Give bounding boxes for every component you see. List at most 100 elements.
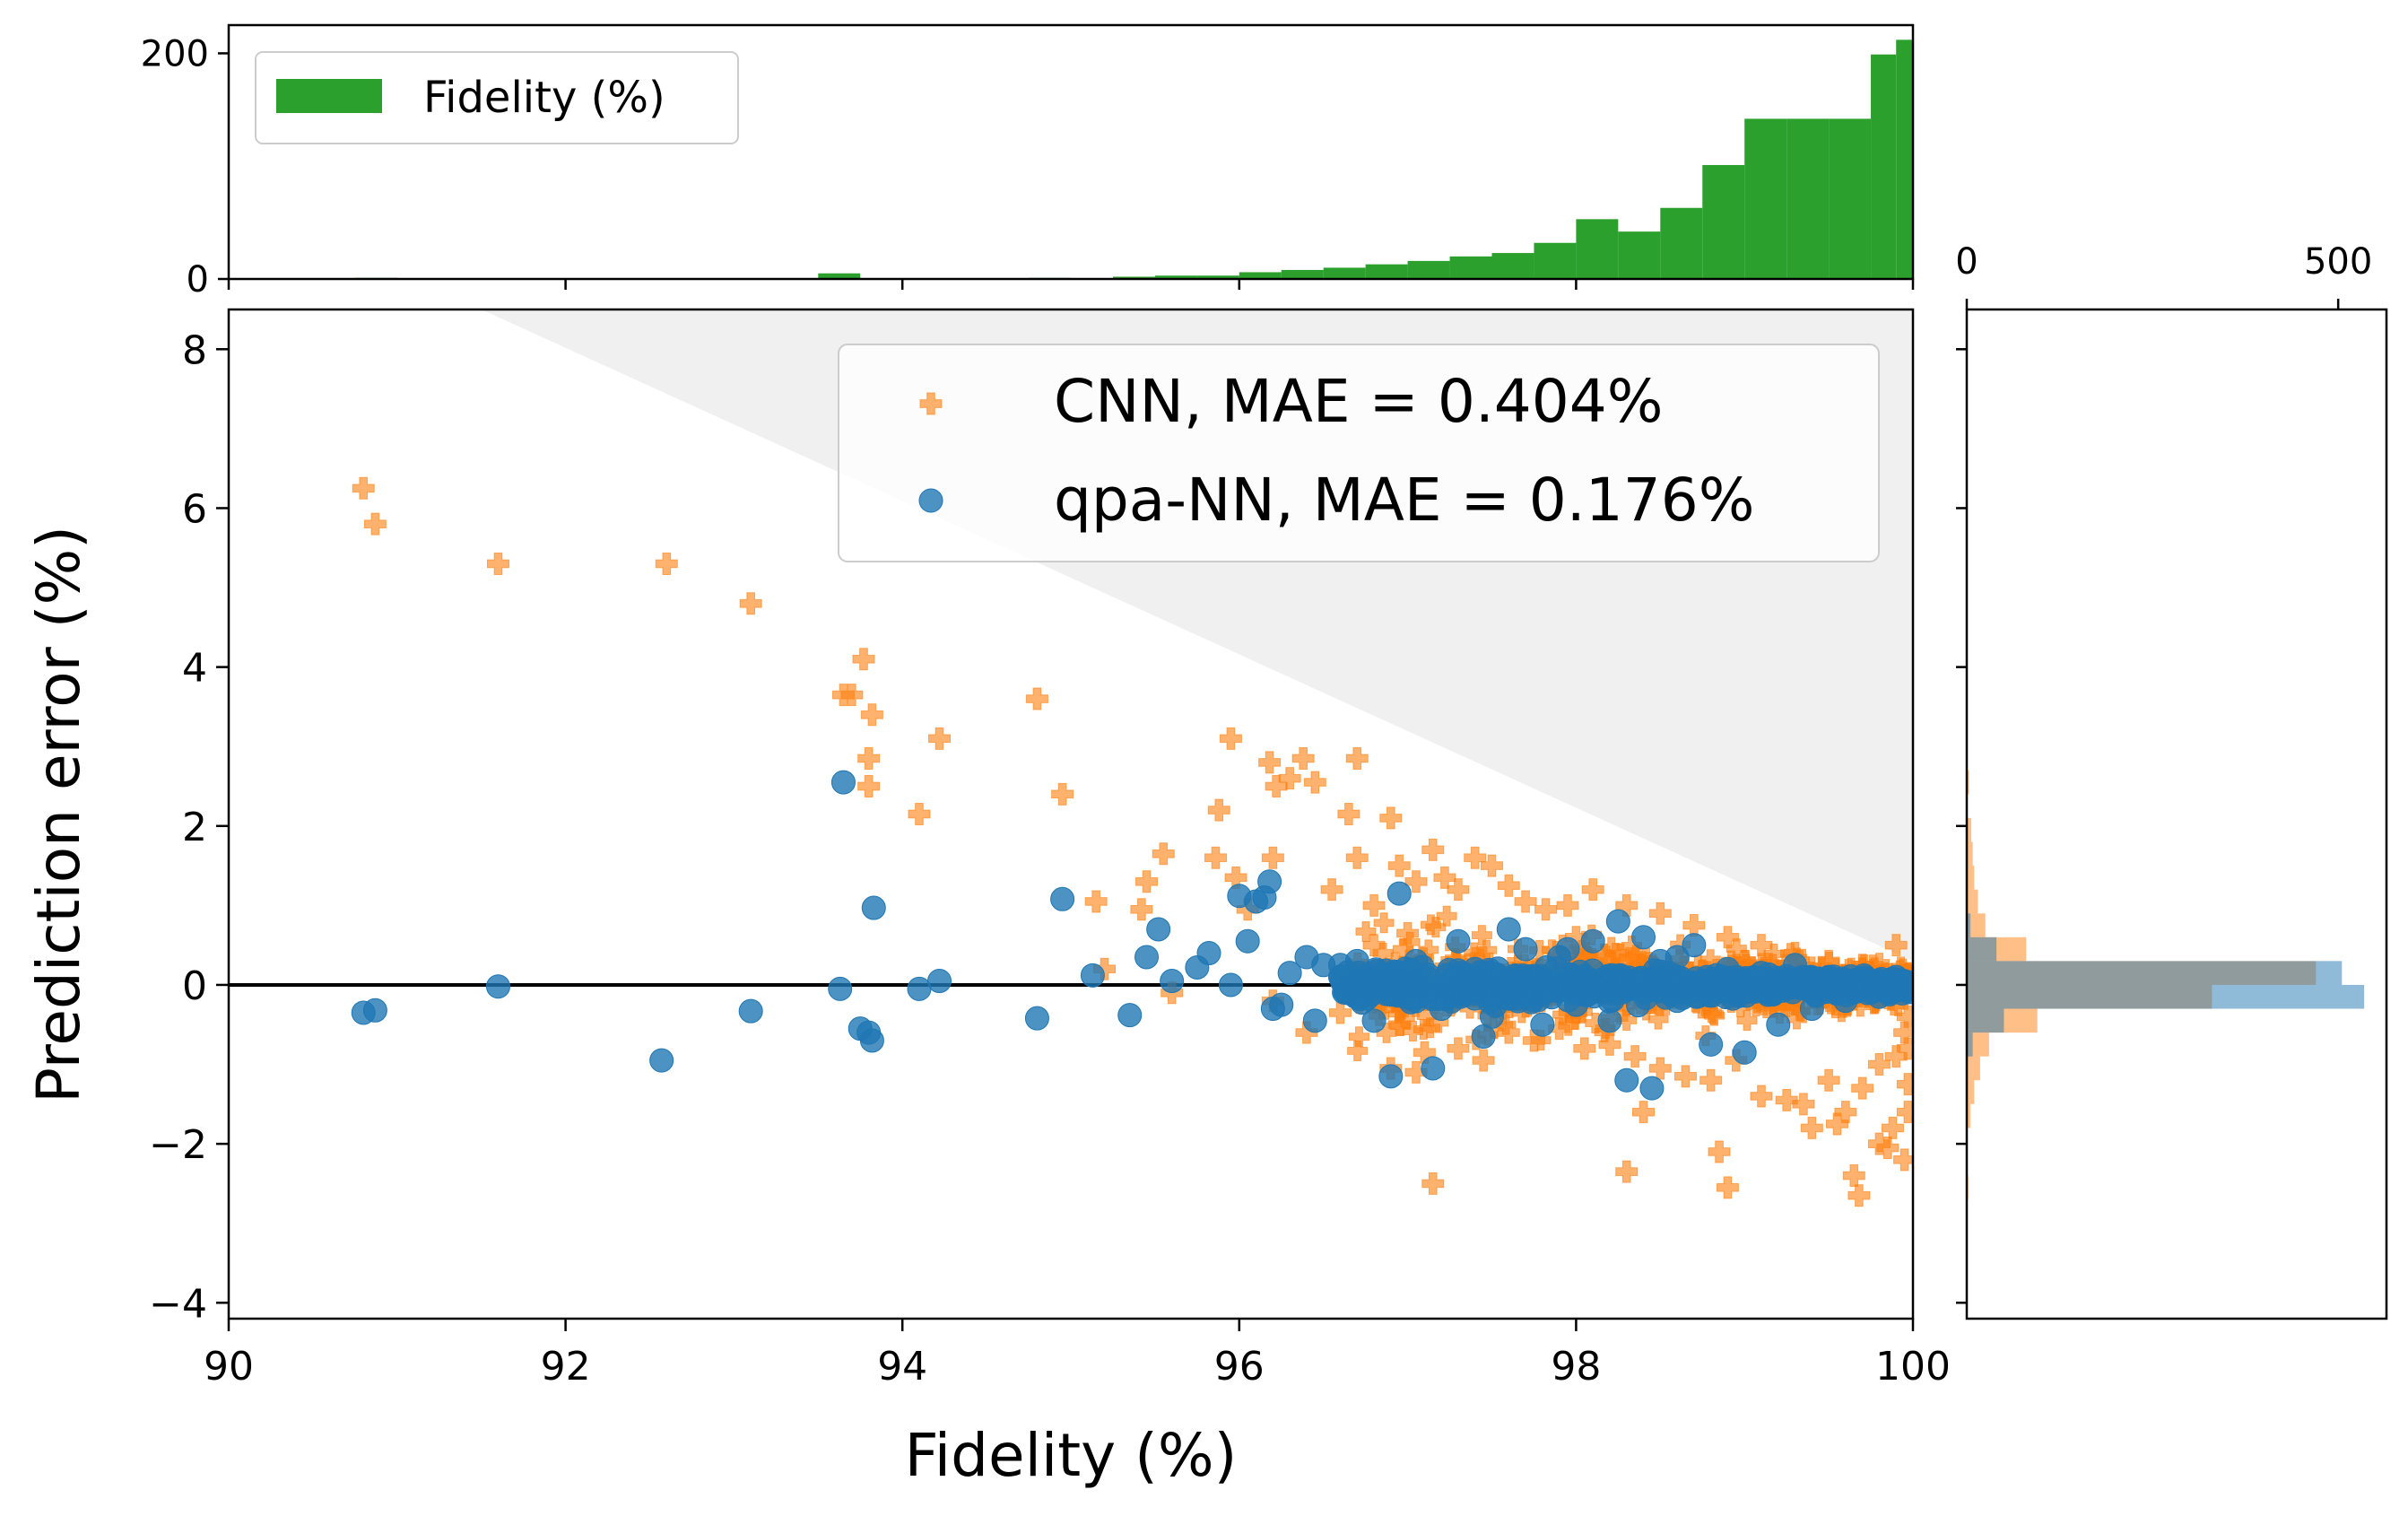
cnn-point xyxy=(840,684,864,707)
fidelity-histogram-bar xyxy=(1702,164,1745,279)
cnn-cluster-point xyxy=(1373,912,1395,934)
qpa-nn-error-bar xyxy=(1967,1008,2004,1033)
cnn-point xyxy=(1291,746,1315,770)
right-histogram-x-axis: 0 500 xyxy=(1955,241,2372,309)
right-x-tick-label: 500 xyxy=(2304,241,2372,283)
qpa-point xyxy=(1833,989,1858,1014)
cnn-point xyxy=(1896,1037,1913,1060)
cnn-point xyxy=(1447,1037,1470,1060)
top-histogram-frame xyxy=(227,23,1915,281)
cnn-cluster-point xyxy=(1420,914,1441,936)
main-scatter-panel: 90 92 94 96 98 100 −4 −2 0 2 4 6 8 Fidelity (%) Pre… xyxy=(24,308,1951,1490)
qpa-point xyxy=(1892,976,1913,1001)
cnn-point xyxy=(1345,846,1369,869)
qpa-point xyxy=(1327,953,1352,978)
cnn-point xyxy=(857,774,881,797)
fidelity-histogram-bar xyxy=(1365,264,1408,279)
cnn-point xyxy=(1615,1160,1639,1183)
cnn-point xyxy=(1682,914,1706,937)
qpa-nn-error-bar xyxy=(1967,961,2343,985)
cnn-cluster-point xyxy=(1558,1015,1579,1036)
cnn-point xyxy=(1207,798,1230,822)
qpa-point xyxy=(1530,1012,1555,1037)
qpa-point xyxy=(1580,928,1605,954)
qpa-point xyxy=(1196,941,1221,966)
qpa-nn-error-bar xyxy=(1967,984,2365,1009)
cnn-point xyxy=(1896,1101,1913,1124)
qpa-point xyxy=(1816,964,1841,989)
cnn-point xyxy=(1379,806,1403,830)
main-x-axis-title: Fidelity (%) xyxy=(905,1421,1238,1490)
qpa-cluster-point xyxy=(1684,972,1709,998)
cnn-point xyxy=(1881,1116,1904,1139)
qpa-point xyxy=(927,969,952,994)
cnn-point xyxy=(1025,687,1048,710)
qpa-point xyxy=(1614,1067,1639,1093)
cnn-point xyxy=(1219,727,1242,750)
qpa-point xyxy=(1699,1032,1724,1057)
qpa-point xyxy=(1682,933,1707,958)
y-tick-label: 4 xyxy=(182,646,207,692)
qpa-point xyxy=(362,998,387,1023)
cnn-point xyxy=(486,552,509,575)
cnn-point xyxy=(1421,1172,1445,1195)
cnn-point xyxy=(1261,846,1284,869)
cnn-point xyxy=(1433,866,1456,889)
qpa-nn-error-bar xyxy=(1967,937,1997,962)
right-histogram-panel: 0 500 xyxy=(1955,241,2388,1320)
cnn-error-bar xyxy=(1967,817,1971,842)
x-tick-label: 94 xyxy=(877,1344,927,1390)
y-tick-label: 2 xyxy=(182,805,207,850)
fidelity-histogram-bar xyxy=(818,273,861,279)
cnn-point xyxy=(1387,854,1411,877)
qpa-point xyxy=(1361,1008,1387,1033)
cnn-point xyxy=(1130,898,1153,921)
cnn-cluster-point xyxy=(1471,925,1492,946)
legend-qpa-marker xyxy=(918,488,943,513)
cnn-point xyxy=(852,648,875,671)
legend-qpa-label: qpa-NN, MAE = 0.176% xyxy=(1054,466,1754,535)
qpa-point xyxy=(1463,956,1488,981)
main-y-axis: −4 −2 0 2 4 6 8 xyxy=(149,327,229,1327)
qpa-point xyxy=(1850,969,1875,994)
cnn-point xyxy=(857,746,881,770)
cnn-point xyxy=(1320,878,1343,902)
cnn-point xyxy=(1258,751,1282,774)
cnn-cluster-point xyxy=(1647,1008,1669,1030)
cnn-point xyxy=(363,512,387,536)
cnn-point xyxy=(1648,902,1672,925)
qpa-point xyxy=(1378,1064,1404,1089)
qpa-point xyxy=(1639,1076,1665,1101)
qpa-point xyxy=(1732,1040,1757,1065)
qpa-nn-error-bar xyxy=(1967,913,1971,937)
cnn-point xyxy=(1876,1137,1899,1160)
cnn-point xyxy=(1800,1116,1823,1139)
cnn-point xyxy=(1825,1112,1848,1136)
main-plot-frame xyxy=(227,308,1915,1320)
cnn-point xyxy=(1404,1060,1428,1084)
qpa-nn-error-bar xyxy=(1967,1032,1973,1057)
cnn-point xyxy=(1708,1140,1731,1163)
x-tick-label: 92 xyxy=(541,1344,591,1390)
cnn-point xyxy=(1278,767,1301,790)
qpa-point xyxy=(1134,945,1160,970)
qpa-point xyxy=(861,895,886,920)
cnn-point xyxy=(1573,1037,1596,1060)
cnn-point xyxy=(1337,803,1360,825)
cnn-point xyxy=(1514,890,1537,913)
qpa-cluster-point xyxy=(1568,959,1593,984)
qpa-point xyxy=(1866,984,1891,1009)
qpa-point xyxy=(1783,953,1808,978)
qpa-point xyxy=(828,976,853,1001)
cnn-point xyxy=(1534,898,1558,921)
cnn-point xyxy=(1893,1148,1913,1172)
right-histogram-y-ticks xyxy=(1956,348,1967,1304)
fidelity-histogram-bar xyxy=(1407,260,1450,279)
cnn-error-bar xyxy=(1967,866,1975,890)
cnn-point xyxy=(352,476,375,500)
fidelity-histogram-bar xyxy=(1744,118,1787,279)
cnn-point xyxy=(1673,1065,1697,1088)
qpa-cluster-point xyxy=(1441,966,1466,991)
fidelity-histogram-bar xyxy=(1154,275,1197,279)
cnn-point xyxy=(1792,1093,1815,1116)
